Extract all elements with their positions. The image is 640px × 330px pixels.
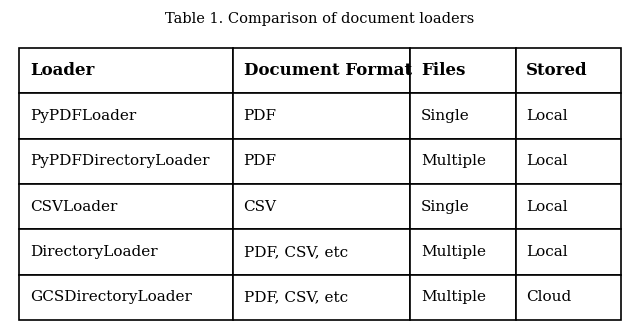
Text: Multiple: Multiple	[421, 154, 486, 168]
Bar	[233, 139, 410, 184]
Text: Cloud: Cloud	[526, 290, 572, 304]
Text: Local: Local	[526, 109, 568, 123]
Bar	[516, 275, 621, 320]
Bar	[19, 139, 233, 184]
Bar	[19, 275, 233, 320]
Text: Loader: Loader	[30, 62, 95, 79]
Text: CSV: CSV	[244, 200, 276, 214]
Bar	[516, 139, 621, 184]
Text: PDF, CSV, etc: PDF, CSV, etc	[244, 290, 348, 304]
Bar	[19, 184, 233, 229]
Bar	[410, 184, 516, 229]
Bar	[410, 275, 516, 320]
Text: Local: Local	[526, 154, 568, 168]
Text: PDF: PDF	[244, 154, 276, 168]
Bar	[19, 229, 233, 275]
Bar	[410, 229, 516, 275]
Text: Stored: Stored	[526, 62, 588, 79]
Text: Document Format: Document Format	[244, 62, 412, 79]
Bar	[233, 275, 410, 320]
Text: CSVLoader: CSVLoader	[30, 200, 117, 214]
Text: PDF: PDF	[244, 109, 276, 123]
Bar	[516, 229, 621, 275]
Bar	[410, 48, 516, 93]
Text: Table 1. Comparison of document loaders: Table 1. Comparison of document loaders	[165, 12, 475, 25]
Text: Local: Local	[526, 245, 568, 259]
Text: PDF, CSV, etc: PDF, CSV, etc	[244, 245, 348, 259]
Bar	[233, 93, 410, 139]
Text: Single: Single	[421, 200, 470, 214]
Bar	[516, 48, 621, 93]
Text: Local: Local	[526, 200, 568, 214]
Bar	[233, 48, 410, 93]
Bar	[19, 48, 233, 93]
Text: DirectoryLoader: DirectoryLoader	[30, 245, 157, 259]
Bar	[19, 93, 233, 139]
Bar	[233, 184, 410, 229]
Bar	[410, 93, 516, 139]
Text: PyPDFDirectoryLoader: PyPDFDirectoryLoader	[30, 154, 209, 168]
Text: Multiple: Multiple	[421, 290, 486, 304]
Text: Files: Files	[421, 62, 465, 79]
Text: Multiple: Multiple	[421, 245, 486, 259]
Text: GCSDirectoryLoader: GCSDirectoryLoader	[30, 290, 192, 304]
Bar	[516, 93, 621, 139]
Bar	[410, 139, 516, 184]
Bar	[233, 229, 410, 275]
Text: Single: Single	[421, 109, 470, 123]
Bar	[516, 184, 621, 229]
Text: PyPDFLoader: PyPDFLoader	[30, 109, 136, 123]
